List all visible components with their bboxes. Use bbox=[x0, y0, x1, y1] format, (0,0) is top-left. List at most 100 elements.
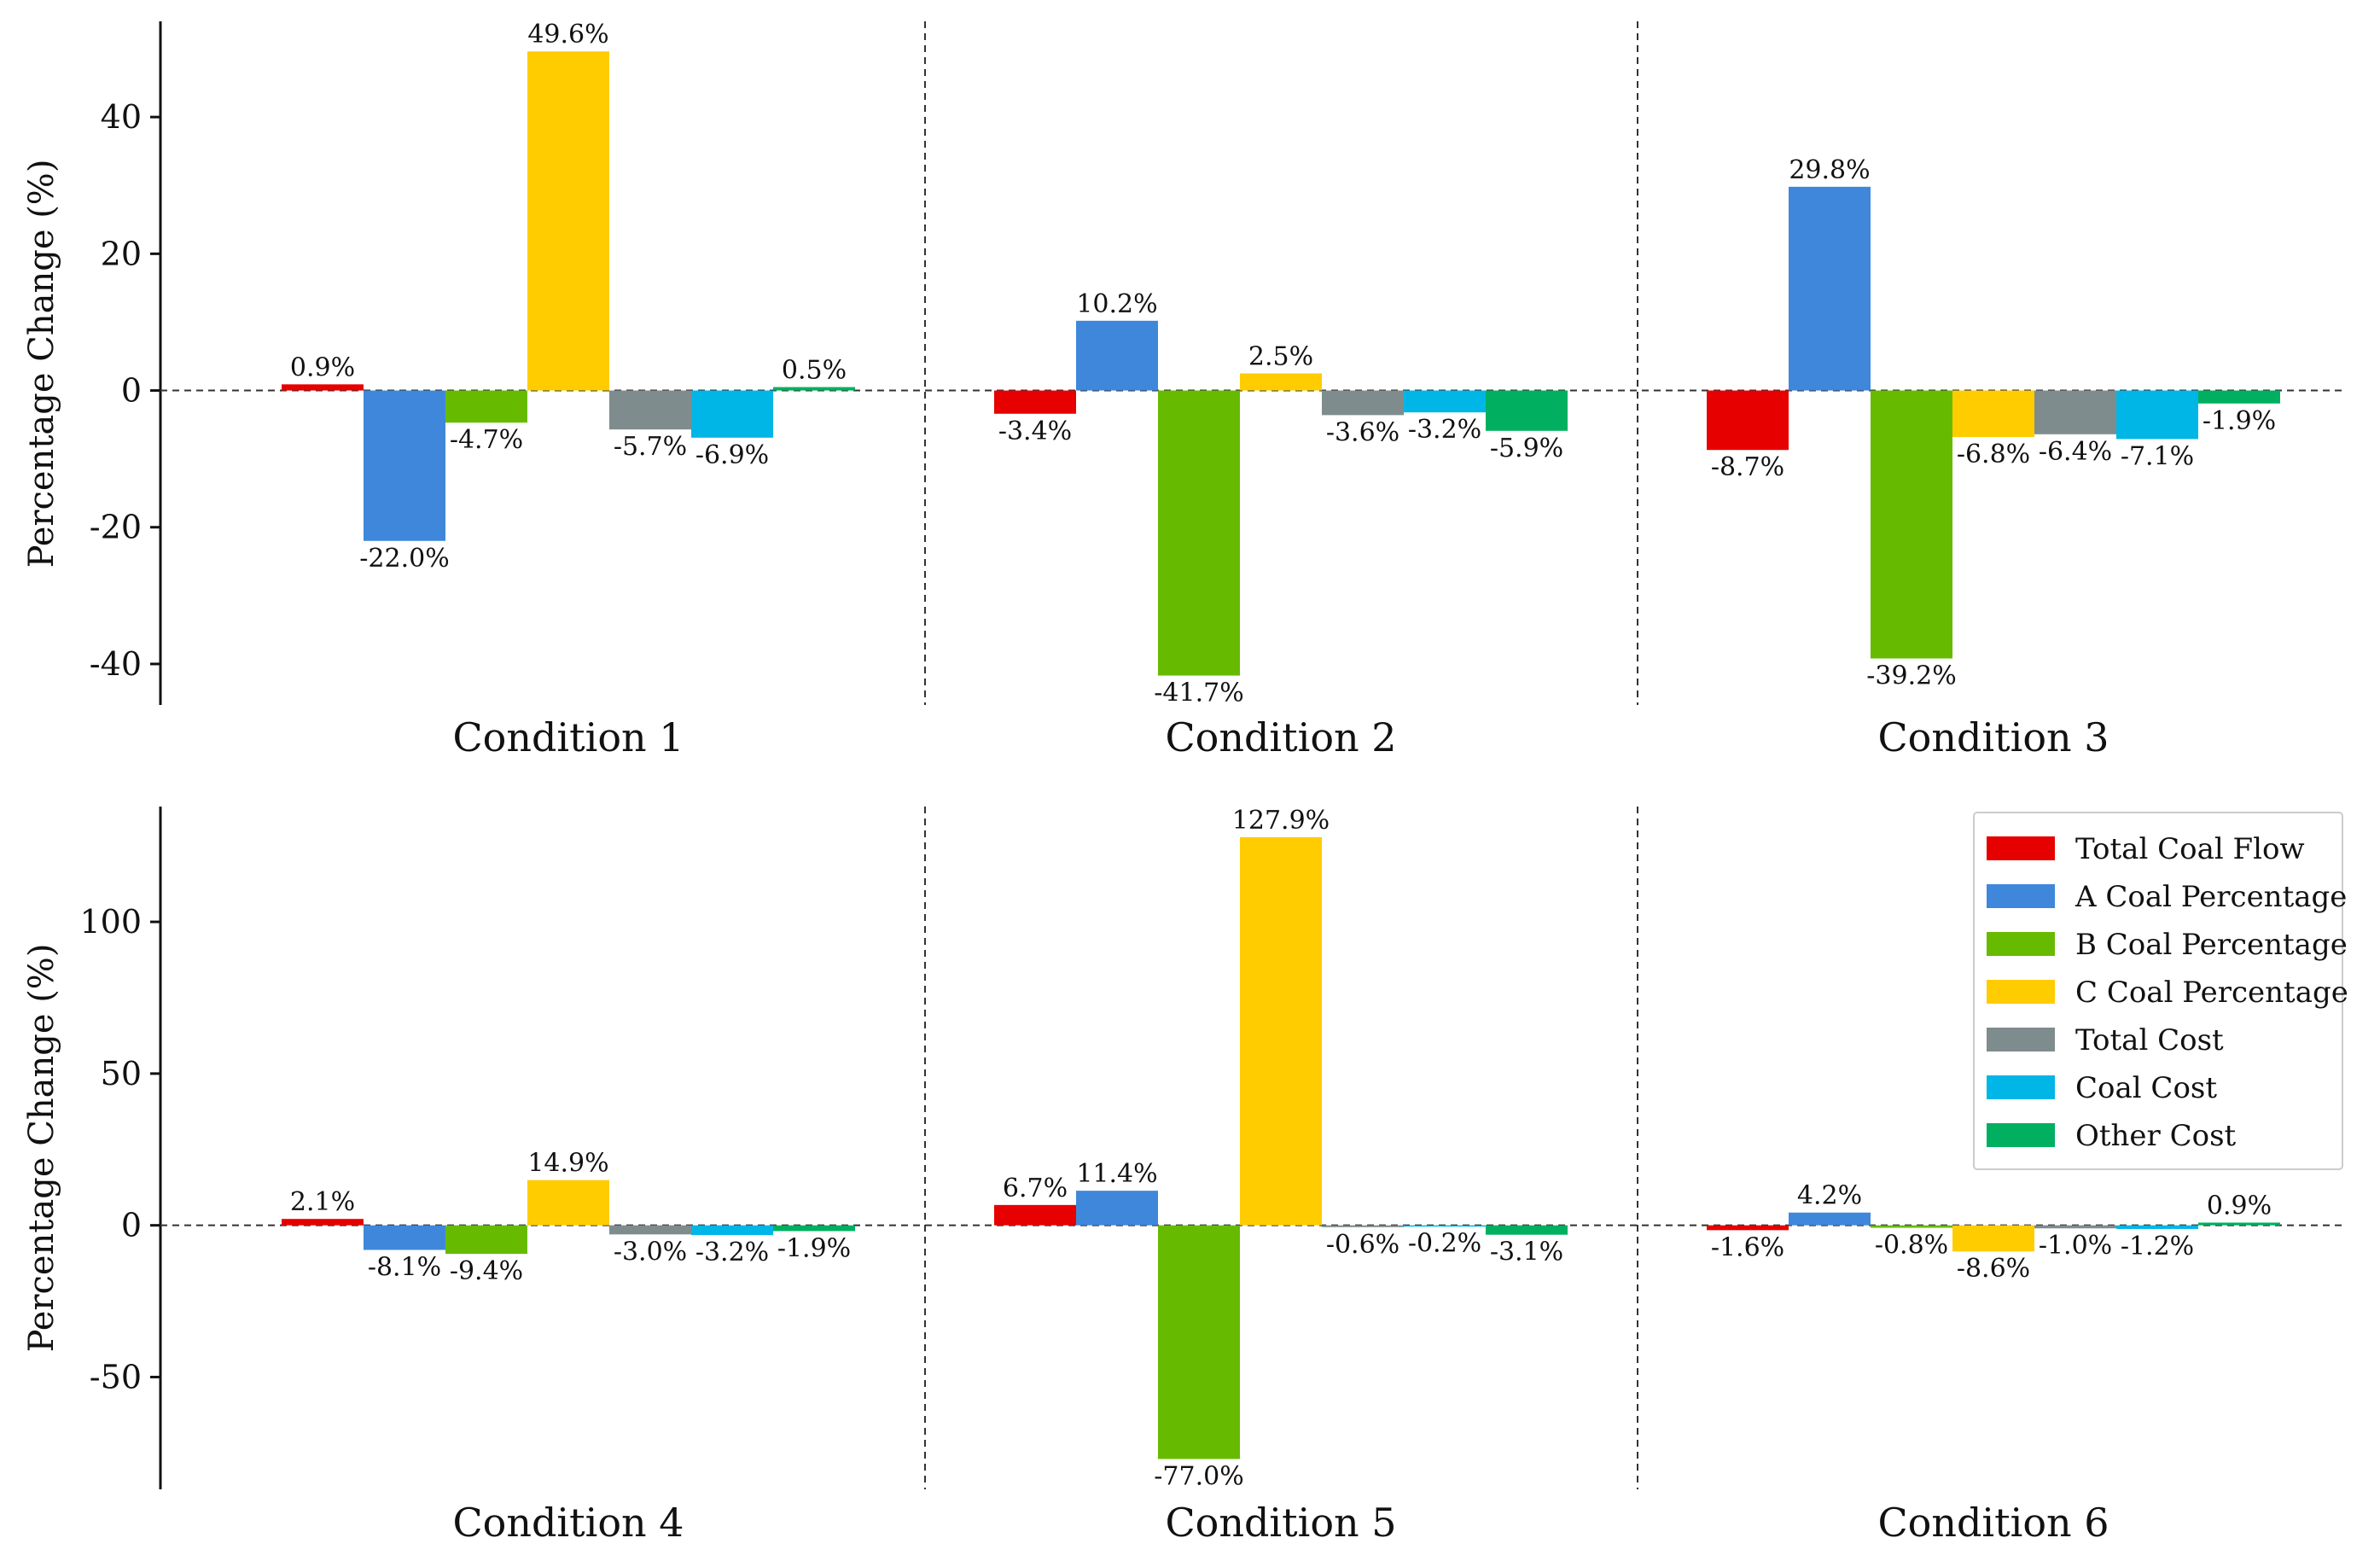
bar bbox=[445, 390, 527, 423]
bar bbox=[527, 51, 609, 391]
bar bbox=[2034, 390, 2116, 434]
data-label: -8.1% bbox=[368, 1252, 441, 1282]
data-label: 6.7% bbox=[1003, 1174, 1068, 1203]
legend-label: Coal Cost bbox=[2075, 1071, 2217, 1105]
data-label: 29.8% bbox=[1789, 155, 1870, 185]
condition-label: Condition 6 bbox=[1877, 1500, 2109, 1546]
bar bbox=[527, 1180, 609, 1226]
bar bbox=[364, 390, 445, 541]
y-tick-label: 40 bbox=[101, 98, 142, 136]
data-label: -22.0% bbox=[359, 544, 449, 574]
data-label: -1.9% bbox=[777, 1233, 851, 1263]
bar bbox=[1158, 390, 1240, 676]
data-label: 11.4% bbox=[1076, 1159, 1157, 1189]
data-label: -39.2% bbox=[1866, 661, 1956, 691]
data-label: -6.4% bbox=[2039, 437, 2112, 467]
data-label: 14.9% bbox=[527, 1149, 608, 1179]
data-label: -1.6% bbox=[1711, 1232, 1784, 1262]
data-label: -8.7% bbox=[1711, 452, 1784, 482]
data-label: -1.0% bbox=[2039, 1231, 2112, 1261]
y-tick-label: 100 bbox=[79, 903, 142, 941]
legend-label: C Coal Percentage bbox=[2075, 976, 2348, 1010]
data-label: -0.6% bbox=[1326, 1230, 1399, 1260]
data-label: -1.9% bbox=[2203, 406, 2276, 436]
legend-swatch bbox=[1987, 1075, 2055, 1099]
bar bbox=[1322, 390, 1404, 416]
data-label: -3.4% bbox=[998, 417, 1072, 446]
y-axis-label: Percentage Change (%) bbox=[22, 944, 61, 1353]
y-tick-label: 0 bbox=[121, 372, 142, 410]
bar bbox=[1240, 836, 1322, 1226]
data-label: 49.6% bbox=[527, 20, 608, 50]
bar bbox=[609, 1225, 691, 1235]
data-label: 4.2% bbox=[1797, 1181, 1862, 1211]
bar bbox=[773, 387, 855, 391]
bar bbox=[1486, 390, 1568, 431]
y-tick-label: -50 bbox=[90, 1358, 142, 1395]
bar bbox=[1404, 390, 1486, 413]
data-label: 127.9% bbox=[1232, 806, 1330, 836]
data-label: -8.6% bbox=[1957, 1254, 2030, 1284]
bar bbox=[1952, 390, 2034, 438]
legend: Total Coal Flow A Coal Percentage B Coal P… bbox=[1973, 812, 2348, 1170]
bar bbox=[2034, 1225, 2116, 1229]
condition-label: Condition 4 bbox=[452, 1500, 684, 1546]
y-tick-label: -20 bbox=[90, 509, 142, 546]
data-label: -1.2% bbox=[2121, 1232, 2194, 1261]
y-axis-label: Percentage Change (%) bbox=[22, 160, 61, 568]
legend-swatch bbox=[1987, 1028, 2055, 1051]
data-label: -3.6% bbox=[1326, 417, 1399, 447]
legend-swatch bbox=[1987, 1123, 2055, 1147]
data-label: -0.2% bbox=[1408, 1228, 1481, 1258]
bar bbox=[609, 390, 691, 430]
bar bbox=[1871, 1225, 1952, 1228]
data-label: -5.9% bbox=[1490, 434, 1563, 463]
bar bbox=[994, 390, 1076, 414]
bar bbox=[773, 1225, 855, 1232]
legend-label: A Coal Percentage bbox=[2074, 880, 2347, 914]
data-label: -6.9% bbox=[695, 440, 769, 470]
data-label: -3.2% bbox=[1408, 415, 1481, 445]
bar bbox=[1486, 1225, 1568, 1235]
data-label: 0.9% bbox=[2207, 1191, 2272, 1220]
data-label: -41.7% bbox=[1154, 679, 1243, 708]
data-label: -0.8% bbox=[1875, 1231, 1948, 1261]
bar bbox=[691, 1225, 773, 1236]
bar bbox=[282, 384, 364, 391]
legend-swatch bbox=[1987, 836, 2055, 860]
bar bbox=[282, 1219, 364, 1226]
bar bbox=[445, 1225, 527, 1255]
bar bbox=[1871, 390, 1952, 659]
bar bbox=[364, 1225, 445, 1250]
data-label: -9.4% bbox=[450, 1256, 523, 1286]
data-label: -6.8% bbox=[1957, 440, 2030, 469]
legend-swatch bbox=[1987, 980, 2055, 1004]
bar bbox=[1404, 1225, 1486, 1227]
data-label: -7.1% bbox=[2121, 441, 2194, 471]
data-label: -4.7% bbox=[450, 425, 523, 455]
bar bbox=[1076, 320, 1158, 391]
legend-label: B Coal Percentage bbox=[2075, 928, 2348, 962]
bar bbox=[1076, 1191, 1158, 1226]
condition-label: Condition 3 bbox=[1877, 714, 2109, 760]
data-label: -3.2% bbox=[695, 1238, 769, 1267]
y-tick-label: 0 bbox=[121, 1207, 142, 1244]
bar bbox=[1952, 1225, 2034, 1252]
subplot-row-1: -40 -20 0 20 40 Percentage Change (%) 0.9% -22.… bbox=[22, 20, 2342, 760]
bar bbox=[2116, 390, 2198, 440]
bar bbox=[994, 1204, 1076, 1226]
bar bbox=[1240, 373, 1322, 391]
data-label: -3.0% bbox=[614, 1237, 687, 1267]
bar bbox=[2116, 1225, 2198, 1229]
bar bbox=[2198, 1222, 2280, 1226]
legend-label: Total Cost bbox=[2075, 1023, 2224, 1057]
legend-swatch bbox=[1987, 884, 2055, 908]
bar bbox=[1158, 1225, 1240, 1459]
legend-box bbox=[1973, 812, 2343, 1170]
y-tick-label: 20 bbox=[101, 235, 142, 272]
bar bbox=[2198, 390, 2280, 404]
bar bbox=[691, 390, 773, 438]
data-label: -77.0% bbox=[1154, 1461, 1243, 1491]
